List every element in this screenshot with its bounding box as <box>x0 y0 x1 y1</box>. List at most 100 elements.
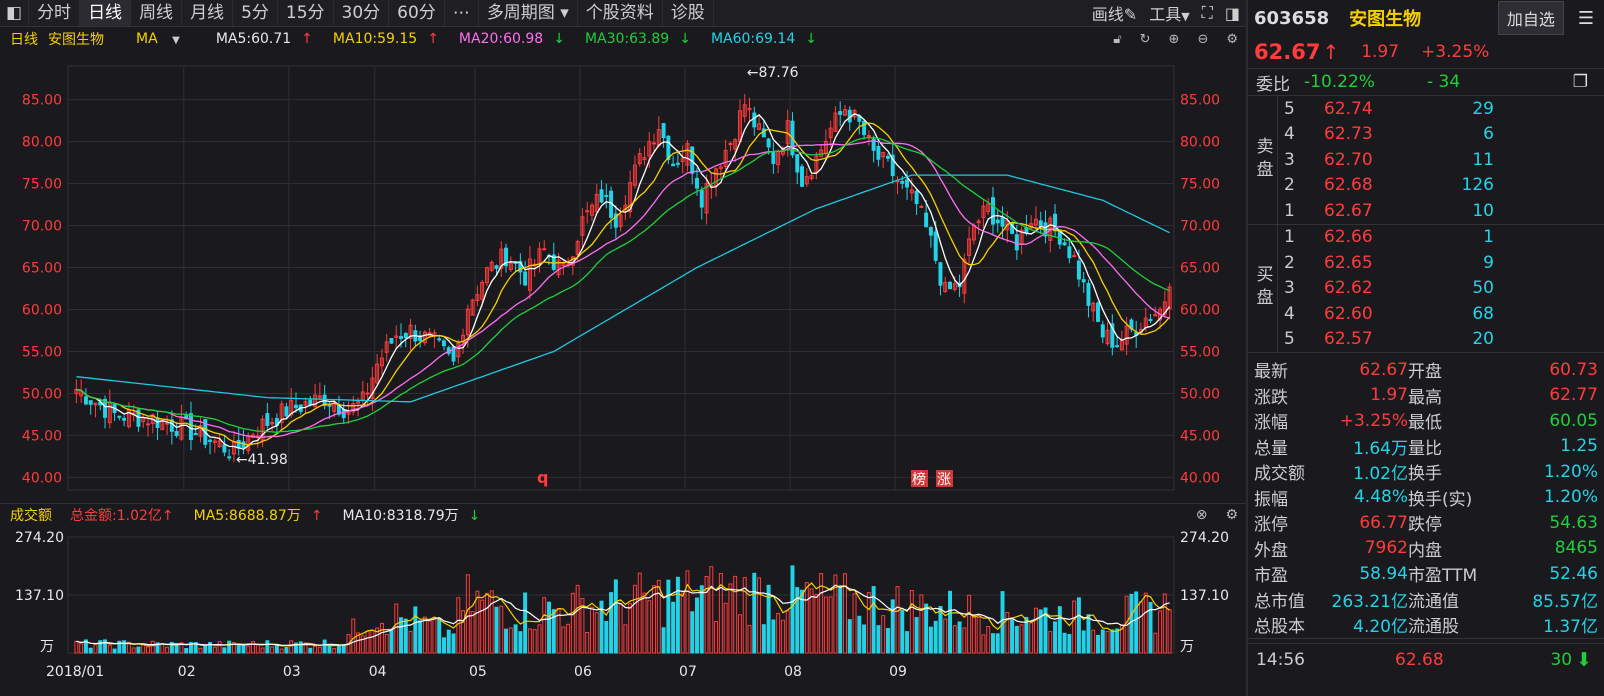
candle-body <box>714 168 719 187</box>
volume-chart[interactable]: 274.20 274.20 137.10 137.10 万 万 2018/01 02 03 04 0… <box>0 525 1246 696</box>
volume-bar <box>580 598 585 654</box>
copy-icon[interactable]: ❐ <box>1572 72 1588 92</box>
volume-bar <box>351 618 356 654</box>
volume-bar <box>98 640 103 654</box>
ma-selector[interactable]: MA ▼ <box>126 31 180 47</box>
stat-value: 1.02亿 <box>1353 464 1408 485</box>
stat-label: 市盈TTM <box>1408 566 1478 587</box>
stat-label: 成交额 <box>1254 464 1305 485</box>
stat-label: 最高 <box>1408 387 1442 408</box>
gear-icon[interactable]: ⚙ <box>1225 506 1238 523</box>
stats-row: 外盘 7962 内盘 8465 <box>1248 536 1604 562</box>
ma5-text: MA5:60.71 <box>215 31 292 47</box>
tab-period[interactable]: 月线 <box>182 0 234 26</box>
buy-level: 4 <box>1284 303 1295 324</box>
candle-body <box>227 456 232 459</box>
volume-bar <box>236 645 241 654</box>
panel-toggle-icon[interactable]: ◧ <box>0 0 30 26</box>
buy-level-row[interactable]: 4 62.60 68 <box>1278 301 1604 327</box>
gear-icon[interactable]: ⚙ <box>1226 31 1238 47</box>
tab-period[interactable]: 分时 <box>29 0 81 26</box>
tab-period[interactable]: 30分 <box>334 0 390 26</box>
period-label: 日线 <box>10 32 38 48</box>
volume-bar <box>814 593 819 654</box>
add-watchlist-button[interactable]: 加自选 <box>1497 1 1564 35</box>
candle-body <box>222 444 227 453</box>
sidebar-toggle-icon[interactable]: ◨ <box>1224 3 1240 23</box>
sell-level-row[interactable]: 1 62.67 10 <box>1278 198 1604 224</box>
stat-label: 换手 <box>1408 464 1442 485</box>
event-marker-q: q <box>537 468 548 487</box>
candle-body <box>757 123 762 130</box>
tools-button[interactable]: 工具▼ <box>1143 1 1195 25</box>
candle-body <box>967 238 972 256</box>
volume-bar <box>208 642 213 654</box>
candle-body <box>1076 260 1081 280</box>
refresh-icon[interactable]: ↻ <box>1139 31 1151 47</box>
tab-period[interactable]: 多周期图 ▾ <box>479 0 578 26</box>
candle-body <box>809 175 814 180</box>
volume-bar <box>480 599 485 654</box>
volume-bar <box>222 647 227 654</box>
lock-icon[interactable]: 🔓︎ <box>1113 31 1122 47</box>
tab-period[interactable]: 60分 <box>389 0 445 26</box>
tab-period[interactable]: 15分 <box>278 0 334 26</box>
sell-price: 62.68 <box>1324 175 1373 196</box>
buy-level-row[interactable]: 1 62.66 1 <box>1278 225 1604 251</box>
stat-value: 1.25 <box>1560 436 1598 457</box>
sell-level: 4 <box>1284 124 1295 145</box>
zoom-out-icon[interactable]: ⊖ <box>1197 31 1209 47</box>
tab-period[interactable]: 个股资料 <box>578 0 663 26</box>
volume-bar <box>523 592 528 654</box>
kline-chart[interactable]: 85.00 85.00 80.00 80.00 75.00 75.00 70.00 70.00… <box>0 50 1246 503</box>
volume-bar <box>890 599 895 654</box>
menu-icon[interactable]: ☰ <box>1577 7 1594 29</box>
volume-bar <box>341 644 346 654</box>
ma30-line <box>76 136 1170 433</box>
tab-period[interactable]: 周线 <box>131 0 183 26</box>
candle-body <box>351 402 356 413</box>
buy-level-row[interactable]: 5 62.57 20 <box>1278 327 1604 353</box>
stat-value: 85.57亿 <box>1532 591 1598 612</box>
close-icon[interactable]: ⊗ <box>1195 506 1208 523</box>
sell-level-row[interactable]: 3 62.70 11 <box>1278 147 1604 173</box>
fullscreen-icon[interactable]: ⛶ <box>1201 3 1213 22</box>
volume-bar <box>800 589 805 654</box>
volume-bar <box>93 644 98 654</box>
candle-body <box>594 193 599 213</box>
volume-bar <box>475 590 480 654</box>
volume-bar <box>1072 600 1077 654</box>
tab-period[interactable]: 日线 <box>80 0 132 26</box>
volume-bar <box>446 629 451 654</box>
volume-bar <box>317 646 322 654</box>
tab-period[interactable]: ⋯ <box>445 0 479 26</box>
volume-bar <box>780 619 785 654</box>
candle-body <box>408 324 413 339</box>
candle-body <box>308 399 313 406</box>
volume-bar <box>217 641 222 654</box>
volume-bar <box>790 565 795 654</box>
volume-bar <box>1062 632 1067 654</box>
stat-value: 263.21亿 <box>1331 591 1408 612</box>
volume-bar <box>513 624 518 654</box>
candle-body <box>542 248 547 251</box>
buy-volume: 9 <box>1483 252 1494 273</box>
volume-bar <box>141 644 146 654</box>
tab-period[interactable]: 诊股 <box>663 0 714 26</box>
sell-volume: 11 <box>1472 149 1494 170</box>
sell-level-row[interactable]: 4 62.73 6 <box>1278 122 1604 148</box>
price-tick-right: 65.00 <box>1180 261 1220 277</box>
sell-level-row[interactable]: 2 62.68 126 <box>1278 173 1604 199</box>
volume-bar <box>1100 629 1105 654</box>
zoom-in-icon[interactable]: ⊕ <box>1168 31 1180 47</box>
stat-value: 66.77 <box>1359 512 1408 533</box>
sell-level-row[interactable]: 5 62.74 29 <box>1278 96 1604 122</box>
volume-bar <box>566 623 571 654</box>
buy-level-row[interactable]: 2 62.65 9 <box>1278 250 1604 276</box>
stat-label: 开盘 <box>1408 362 1442 383</box>
draw-line-button[interactable]: 画线✎ <box>1086 1 1143 25</box>
tab-period[interactable]: 5分 <box>233 0 278 26</box>
volume-bar <box>976 616 981 654</box>
buy-side-label: 买盘 <box>1248 224 1278 352</box>
buy-level-row[interactable]: 3 62.62 50 <box>1278 276 1604 302</box>
